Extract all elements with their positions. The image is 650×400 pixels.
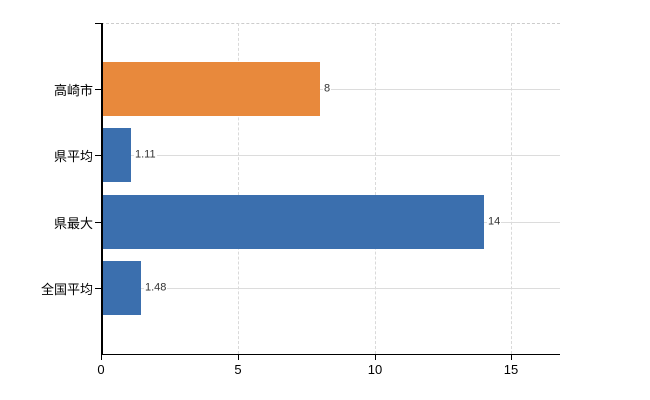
x-axis-tick-0 (101, 354, 102, 360)
bar-national-average[interactable] (101, 261, 141, 315)
bar-row-pref-average: 県平均 1.11 (0, 122, 650, 188)
x-tick-label-0: 0 (97, 362, 105, 377)
y-axis-tick (95, 221, 101, 223)
value-label: 14 (487, 215, 502, 229)
gridline-horizontal-row2 (101, 155, 560, 156)
x-tick-label-15: 15 (503, 362, 519, 377)
x-tick-label-5: 5 (234, 362, 242, 377)
y-axis-top-tick (95, 23, 101, 24)
gridline-vertical-15 (511, 23, 512, 354)
y-axis-line (101, 23, 103, 354)
value-label: 1.11 (134, 148, 157, 162)
bar-pref-average[interactable] (101, 128, 131, 182)
category-label: 全国平均 (40, 281, 93, 297)
x-axis-line (101, 353, 560, 355)
gridline-vertical-10 (375, 23, 376, 354)
value-label: 1.48 (144, 281, 168, 295)
y-axis-tick (95, 287, 101, 289)
y-axis-tick (95, 88, 101, 90)
category-label: 県最大 (53, 215, 93, 231)
x-axis-tick-5 (238, 354, 239, 360)
category-label: 県平均 (53, 148, 93, 164)
bar-takasaki[interactable] (101, 62, 320, 116)
bar-row-takasaki: 高崎市 8 (0, 56, 650, 122)
y-axis-tick (95, 154, 101, 156)
bar-pref-max[interactable] (101, 195, 484, 249)
gridline-horizontal-row4 (101, 288, 560, 289)
x-axis-tick-15 (511, 354, 512, 360)
bar-row-national-average: 全国平均 1.48 (0, 255, 650, 321)
value-label: 8 (323, 82, 332, 96)
x-axis-tick-10 (375, 354, 376, 360)
plot-top-border (101, 23, 560, 24)
gridline-vertical-5 (238, 23, 239, 354)
category-label: 高崎市 (53, 82, 93, 98)
x-tick-label-10: 10 (367, 362, 383, 377)
bar-row-pref-max: 県最大 14 (0, 189, 650, 255)
